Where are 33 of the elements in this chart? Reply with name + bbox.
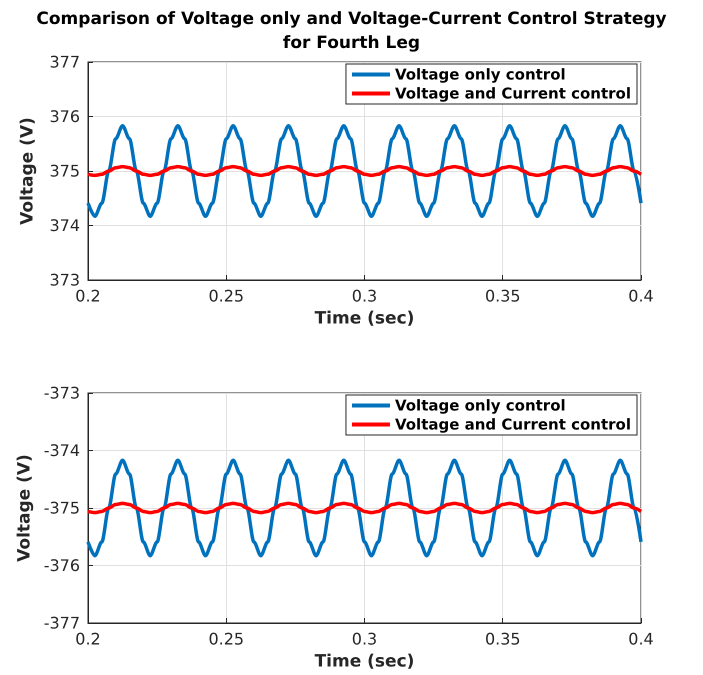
y-tick-label: -373 (44, 384, 80, 402)
x-tick-label: 0.3 (352, 630, 378, 648)
y-axis-title: Voltage (V) (18, 117, 38, 225)
line-series (86, 124, 643, 218)
x-tick-label: 0.25 (208, 630, 244, 648)
legend-label: Voltage and Current control (394, 84, 632, 102)
y-tick-label: -375 (44, 498, 80, 518)
x-tick-label: 0.2 (75, 286, 101, 306)
y-tick-label: -374 (44, 441, 80, 460)
x-axis-title: Time (sec) (314, 652, 414, 672)
y-tick-label: -376 (44, 556, 80, 575)
x-tick-label: 0.2 (75, 630, 101, 648)
chart-title: Comparison of Voltage only and Voltage-Current Control Strategy for Fourth Leg (36, 9, 667, 53)
line-series (86, 164, 643, 178)
y-tick-label: 377 (49, 52, 80, 72)
x-tick-label: 0.3 (352, 286, 378, 306)
y-tick-label: 375 (49, 162, 80, 180)
x-tick-label: 0.35 (484, 630, 521, 648)
x-tick-label: 0.4 (628, 286, 654, 306)
x-axis-title: Time (sec) (314, 308, 414, 328)
line-series (86, 458, 643, 558)
y-tick-label: 373 (49, 270, 80, 290)
legend-label: Voltage only control (394, 66, 566, 84)
line-series (86, 502, 643, 514)
legend-label: Voltage only control (394, 396, 566, 414)
legend-label: Voltage and Current control (394, 416, 632, 434)
y-axis-title: Voltage (V) (14, 454, 34, 562)
x-tick-label: 0.35 (484, 286, 521, 306)
x-tick-label: 0.4 (628, 630, 654, 648)
x-tick-label: 0.25 (208, 286, 244, 306)
y-tick-label: 376 (49, 107, 80, 126)
y-tick-label: -377 (44, 614, 80, 632)
y-tick-label: 374 (49, 216, 80, 235)
